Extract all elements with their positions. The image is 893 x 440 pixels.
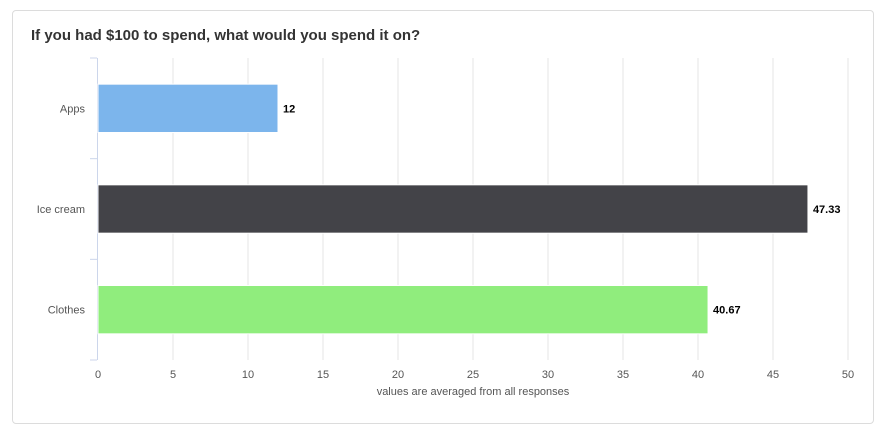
x-tick-labels: 0 5 10 15 20 25 30 35 40 45 50 (95, 369, 854, 381)
x-tick-label: 10 (242, 369, 254, 381)
chart-title: If you had $100 to spend, what would you… (31, 27, 421, 44)
category-label: Apps (60, 103, 86, 115)
data-labels: 12 47.33 40.67 (283, 103, 840, 316)
x-tick-label: 50 (842, 369, 854, 381)
x-tick-label: 35 (617, 369, 629, 381)
data-label: 47.33 (813, 204, 841, 216)
bar (97, 184, 809, 234)
bar (97, 83, 279, 133)
x-tick-label: 5 (170, 369, 176, 381)
bar (97, 285, 709, 335)
category-label: Clothes (48, 305, 86, 317)
bars (97, 83, 809, 335)
x-tick-label: 30 (542, 369, 554, 381)
x-tick-label: 0 (95, 369, 101, 381)
x-tick-label: 25 (467, 369, 479, 381)
data-label: 40.67 (713, 305, 741, 317)
category-labels: Apps Ice cream Clothes (37, 103, 86, 316)
x-axis-label: values are averaged from all responses (377, 386, 570, 398)
x-tick-label: 45 (767, 369, 779, 381)
x-tick-label: 40 (692, 369, 704, 381)
category-label: Ice cream (37, 204, 85, 216)
x-tick-label: 20 (392, 369, 404, 381)
y-axis (90, 57, 98, 361)
data-label: 12 (283, 103, 295, 115)
x-tick-label: 15 (317, 369, 329, 381)
